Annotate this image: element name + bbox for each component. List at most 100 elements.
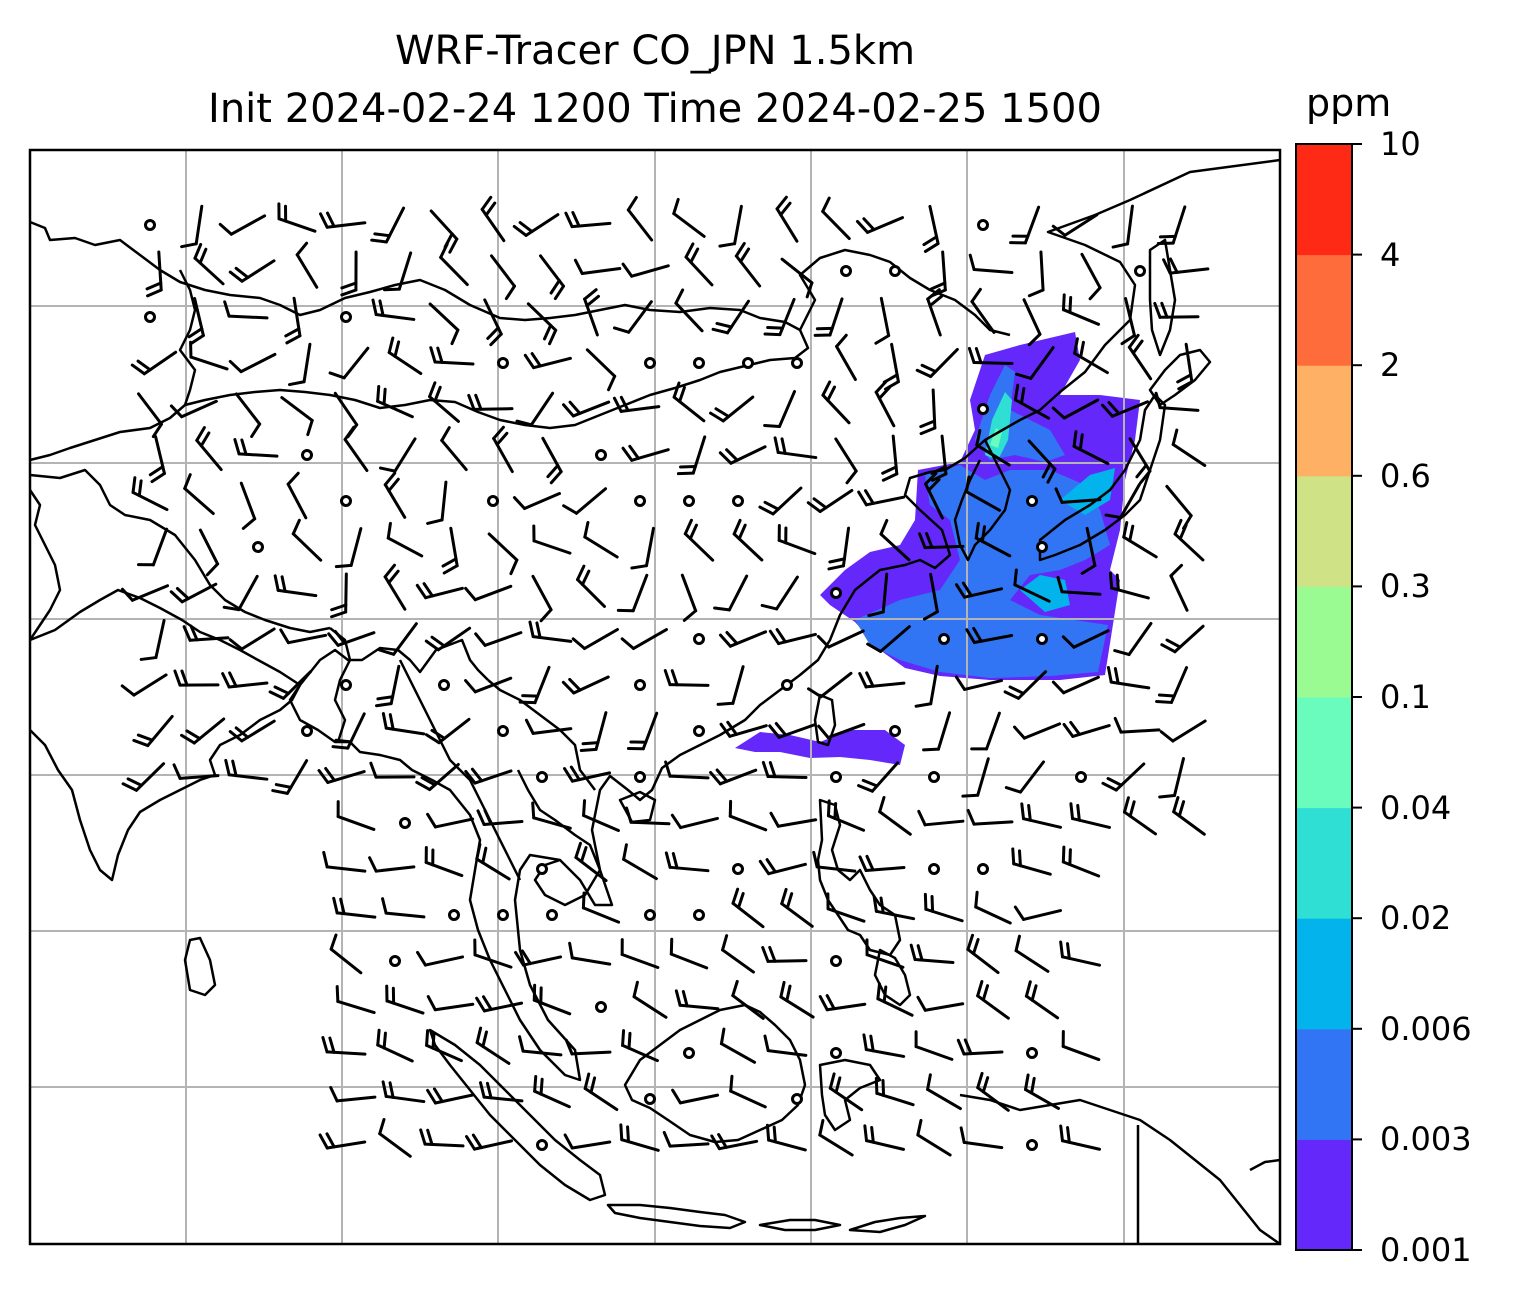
wind-barb: [563, 765, 612, 783]
wind-barb: [758, 858, 807, 876]
colorbar-band: [1296, 475, 1352, 587]
map-title-line1: WRF-Tracer CO_JPN 1.5km: [394, 28, 916, 74]
wind-barb: [383, 563, 407, 611]
calm-wind-circle: [732, 863, 744, 875]
wind-barb: [760, 575, 799, 611]
calm-wind-circle: [840, 265, 852, 277]
wind-barb: [874, 1076, 915, 1107]
wind-barb: [923, 892, 964, 923]
wind-barb: [834, 437, 858, 485]
wind-barb: [385, 984, 425, 1015]
wind-barb: [131, 476, 169, 512]
wind-barb: [621, 262, 670, 278]
wind-barb: [428, 381, 460, 423]
colorbar-band: [1296, 1139, 1352, 1251]
wind-barb: [674, 288, 704, 333]
wind-barb: [863, 1124, 905, 1151]
wind-barb: [233, 438, 279, 458]
wind-barb: [180, 717, 226, 745]
wind-barb: [1073, 337, 1109, 375]
wind-barb: [464, 676, 513, 694]
wind-barb: [1061, 629, 1110, 649]
wind-barb: [1154, 391, 1200, 412]
wind-barb: [1113, 716, 1161, 734]
calm-wind-circle: [389, 955, 401, 967]
wind-barb: [1122, 521, 1158, 559]
wind-barb: [676, 435, 707, 476]
wind-barb: [1160, 624, 1205, 654]
calm-wind-circle: [889, 265, 901, 277]
wind-barb: [228, 719, 276, 743]
wind-barb: [526, 302, 558, 346]
calm-wind-circle: [830, 587, 842, 599]
wind-barb: [780, 257, 814, 299]
wind-barb: [564, 211, 612, 229]
calm-wind-circle: [683, 495, 695, 507]
wind-barb: [426, 1087, 475, 1105]
wind-barb: [909, 943, 955, 964]
wind-barb: [664, 851, 710, 873]
calm-wind-circle: [830, 771, 842, 783]
wind-barb: [970, 711, 1001, 751]
calm-wind-circle: [830, 955, 842, 967]
wind-barb: [139, 618, 166, 661]
wind-barb: [386, 521, 424, 558]
wind-barb: [318, 1132, 367, 1150]
wind-barb: [710, 1133, 759, 1151]
wind-barb: [180, 204, 204, 249]
wind-barb: [221, 671, 269, 689]
wind-barb: [721, 934, 755, 974]
calm-wind-circle: [252, 541, 264, 553]
wind-barb: [376, 384, 414, 419]
wind-barb: [1120, 297, 1136, 346]
calm-wind-circle: [693, 633, 705, 645]
colorbar-tick-label: 0.001: [1380, 1231, 1472, 1269]
wind-barb: [378, 437, 417, 473]
map-area: [28, 148, 1282, 1246]
wind-barb: [419, 1128, 465, 1148]
wind-barb: [728, 799, 768, 832]
wind-barb: [487, 532, 519, 576]
wind-barb: [319, 211, 367, 229]
wind-barb: [582, 799, 620, 833]
wind-barb: [857, 761, 900, 793]
colorbar-band: [1296, 254, 1352, 366]
wind-barb: [1051, 398, 1100, 420]
wind-barb: [568, 941, 612, 966]
wind-barb: [576, 564, 606, 608]
wind-barb: [189, 340, 229, 371]
wind-barb: [930, 434, 948, 482]
wind-barb: [1158, 757, 1186, 799]
wind-barb: [148, 435, 166, 484]
wind-barb: [684, 242, 714, 287]
wind-barb: [440, 426, 468, 472]
wind-barb: [317, 767, 366, 784]
wind-barb: [426, 812, 475, 829]
wind-barb: [630, 526, 655, 570]
wind-barb: [439, 242, 469, 287]
wind-barb: [222, 574, 259, 612]
wind-barb: [1080, 526, 1097, 575]
wind-barb: [464, 584, 513, 602]
wind-barb: [835, 333, 857, 382]
wind-barb: [961, 757, 990, 798]
wind-barb: [1080, 252, 1102, 301]
wind-barb: [562, 487, 608, 515]
wind-barb: [719, 1027, 757, 1064]
wind-barb: [806, 488, 854, 514]
wind-barb: [377, 622, 418, 656]
wind-barb: [479, 1081, 524, 1103]
wind-barb: [561, 675, 610, 695]
wind-barb: [1169, 563, 1189, 612]
wind-barb: [768, 628, 817, 646]
wind-barb: [621, 1029, 659, 1063]
wind-barb: [1061, 293, 1101, 326]
colorbar-tick-label: 2: [1380, 346, 1401, 385]
calm-wind-circle: [634, 495, 646, 507]
calm-wind-circle: [1026, 495, 1038, 507]
wind-barb: [876, 982, 914, 1017]
wind-barb: [716, 665, 745, 706]
wind-barb: [672, 381, 706, 423]
wind-barb: [512, 492, 561, 510]
